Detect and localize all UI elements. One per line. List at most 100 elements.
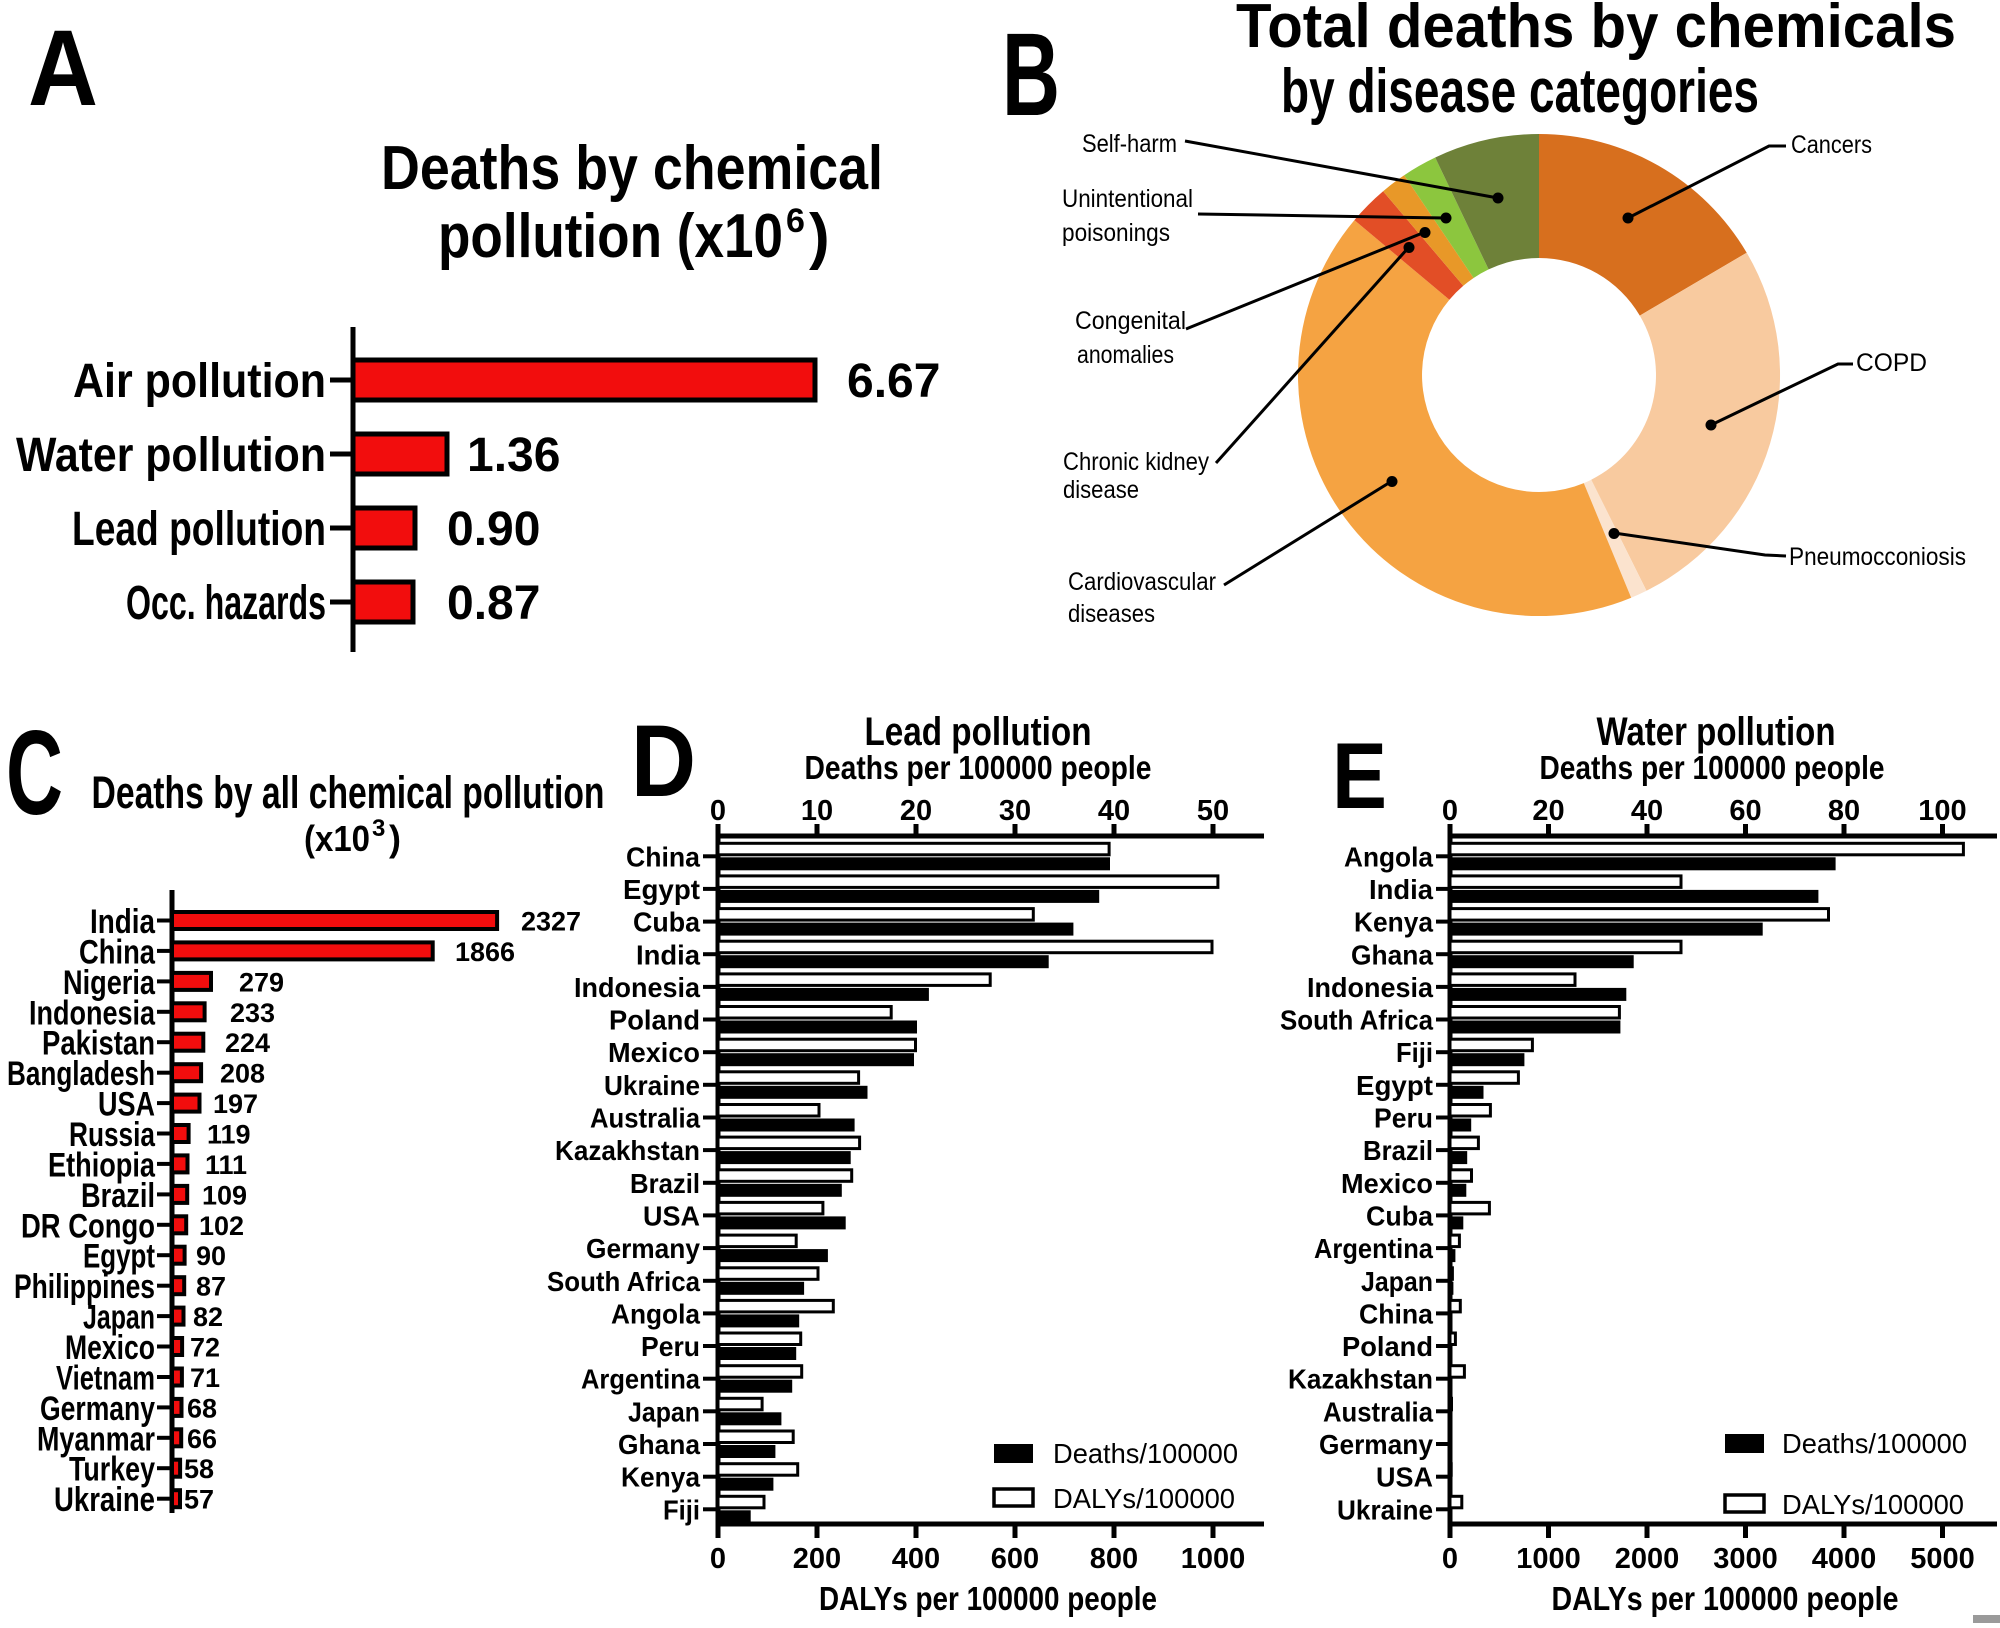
svg-text:20: 20 [900, 795, 932, 827]
svg-text:Congenital: Congenital [1075, 307, 1186, 335]
svg-text:Australia: Australia [1323, 1396, 1433, 1427]
svg-text:DALYs/100000: DALYs/100000 [1782, 1489, 1964, 1520]
svg-text:Fiji: Fiji [663, 1494, 700, 1525]
svg-text:Ukraine: Ukraine [1337, 1494, 1433, 1525]
svg-text:0.87: 0.87 [447, 577, 540, 630]
svg-text:5000: 5000 [1910, 1543, 1975, 1575]
svg-text:Ghana: Ghana [1351, 939, 1433, 970]
svg-text:Deaths by all chemical polluti: Deaths by all chemical pollution [92, 767, 605, 818]
svg-text:Kenya: Kenya [621, 1462, 700, 1493]
svg-text:58: 58 [184, 1454, 214, 1484]
svg-text:pollution (x10: pollution (x10 [438, 202, 783, 271]
svg-text:600: 600 [991, 1543, 1039, 1575]
svg-text:Brazil: Brazil [630, 1168, 700, 1199]
svg-text:200: 200 [793, 1543, 841, 1575]
svg-text:Indonesia: Indonesia [574, 972, 700, 1003]
svg-text:DALYs per 100000 people: DALYs per 100000 people [819, 1580, 1157, 1617]
svg-text:(x10: (x10 [304, 818, 370, 859]
svg-text:South Africa: South Africa [547, 1266, 700, 1297]
svg-text:Unintentional: Unintentional [1062, 185, 1193, 213]
svg-text:Mexico: Mexico [65, 1329, 155, 1367]
svg-text:disease: disease [1063, 476, 1139, 504]
svg-text:Kazakhstan: Kazakhstan [555, 1135, 700, 1166]
svg-text:68: 68 [187, 1393, 217, 1423]
svg-text:by disease categories: by disease categories [1281, 57, 1759, 126]
svg-text:Deaths/100000: Deaths/100000 [1782, 1428, 1967, 1459]
svg-text:): ) [389, 818, 401, 859]
svg-text:Deaths per 100000 people: Deaths per 100000 people [1540, 749, 1885, 786]
svg-text:Poland: Poland [609, 1005, 700, 1036]
svg-text:Argentina: Argentina [1314, 1233, 1433, 1264]
svg-text:E: E [1332, 723, 1387, 828]
svg-text:Philippines: Philippines [14, 1268, 155, 1306]
svg-text:279: 279 [239, 967, 284, 997]
svg-text:Egypt: Egypt [83, 1238, 155, 1276]
svg-text:80: 80 [1828, 795, 1860, 827]
svg-text:): ) [809, 202, 830, 271]
svg-text:Brazil: Brazil [81, 1177, 155, 1215]
svg-text:Peru: Peru [1374, 1103, 1433, 1134]
svg-text:Japan: Japan [628, 1396, 700, 1427]
svg-text:anomalies: anomalies [1077, 341, 1174, 369]
svg-text:Water pollution: Water pollution [1597, 710, 1836, 754]
svg-text:2000: 2000 [1615, 1543, 1680, 1575]
svg-text:109: 109 [202, 1180, 247, 1210]
svg-text:South Africa: South Africa [1280, 1005, 1433, 1036]
svg-text:Mexico: Mexico [608, 1037, 700, 1068]
svg-text:20: 20 [1532, 795, 1564, 827]
svg-text:diseases: diseases [1068, 600, 1155, 628]
svg-text:Indonesia: Indonesia [1307, 972, 1433, 1003]
svg-text:10: 10 [801, 795, 833, 827]
svg-text:India: India [1369, 874, 1433, 905]
svg-text:Kazakhstan: Kazakhstan [1288, 1364, 1433, 1395]
svg-text:57: 57 [184, 1485, 214, 1515]
svg-text:Bangladesh: Bangladesh [7, 1055, 155, 1093]
svg-text:India: India [90, 903, 156, 941]
svg-text:102: 102 [199, 1211, 244, 1241]
svg-text:1000: 1000 [1516, 1543, 1581, 1575]
svg-text:DALYs per 100000 people: DALYs per 100000 people [1552, 1580, 1899, 1617]
svg-text:50: 50 [1197, 795, 1229, 827]
svg-text:Mexico: Mexico [1341, 1168, 1433, 1199]
svg-text:119: 119 [207, 1120, 251, 1150]
svg-text:Germany: Germany [586, 1233, 700, 1264]
svg-text:197: 197 [213, 1089, 258, 1119]
svg-text:India: India [636, 939, 700, 970]
svg-text:Cuba: Cuba [633, 907, 700, 938]
svg-text:COPD: COPD [1856, 349, 1927, 377]
svg-text:Ukraine: Ukraine [604, 1070, 700, 1101]
svg-text:3000: 3000 [1713, 1543, 1778, 1575]
svg-text:Deaths/100000: Deaths/100000 [1053, 1438, 1238, 1469]
svg-text:Japan: Japan [83, 1299, 155, 1337]
svg-text:C: C [6, 706, 63, 840]
svg-text:100: 100 [1918, 795, 1966, 827]
svg-text:1.36: 1.36 [467, 429, 560, 482]
svg-text:0: 0 [1442, 795, 1458, 827]
svg-text:China: China [626, 841, 700, 872]
svg-text:Germany: Germany [1319, 1429, 1433, 1460]
svg-text:China: China [1359, 1298, 1433, 1329]
svg-text:111: 111 [205, 1150, 247, 1180]
svg-text:87: 87 [196, 1272, 226, 1302]
svg-text:poisonings: poisonings [1062, 219, 1170, 247]
svg-text:Turkey: Turkey [69, 1451, 155, 1489]
svg-text:Cuba: Cuba [1366, 1200, 1433, 1231]
svg-text:Kenya: Kenya [1354, 907, 1433, 938]
svg-text:Japan: Japan [1361, 1266, 1433, 1297]
svg-text:DR Congo: DR Congo [21, 1207, 155, 1245]
svg-text:Poland: Poland [1342, 1331, 1433, 1362]
svg-text:72: 72 [190, 1333, 220, 1363]
svg-text:224: 224 [225, 1028, 270, 1058]
svg-text:60: 60 [1729, 795, 1761, 827]
svg-text:40: 40 [1631, 795, 1663, 827]
svg-text:0.90: 0.90 [447, 503, 540, 556]
svg-text:China: China [79, 933, 156, 971]
svg-text:Total deaths by chemicals: Total deaths by chemicals [1236, 0, 1956, 61]
svg-text:800: 800 [1090, 1543, 1138, 1575]
svg-text:USA: USA [643, 1200, 700, 1231]
svg-text:Cancers: Cancers [1791, 131, 1872, 159]
svg-text:Ghana: Ghana [618, 1429, 700, 1460]
svg-text:Deaths per 100000 people: Deaths per 100000 people [805, 749, 1152, 786]
svg-text:4000: 4000 [1812, 1543, 1877, 1575]
svg-text:Lead pollution: Lead pollution [72, 503, 326, 556]
